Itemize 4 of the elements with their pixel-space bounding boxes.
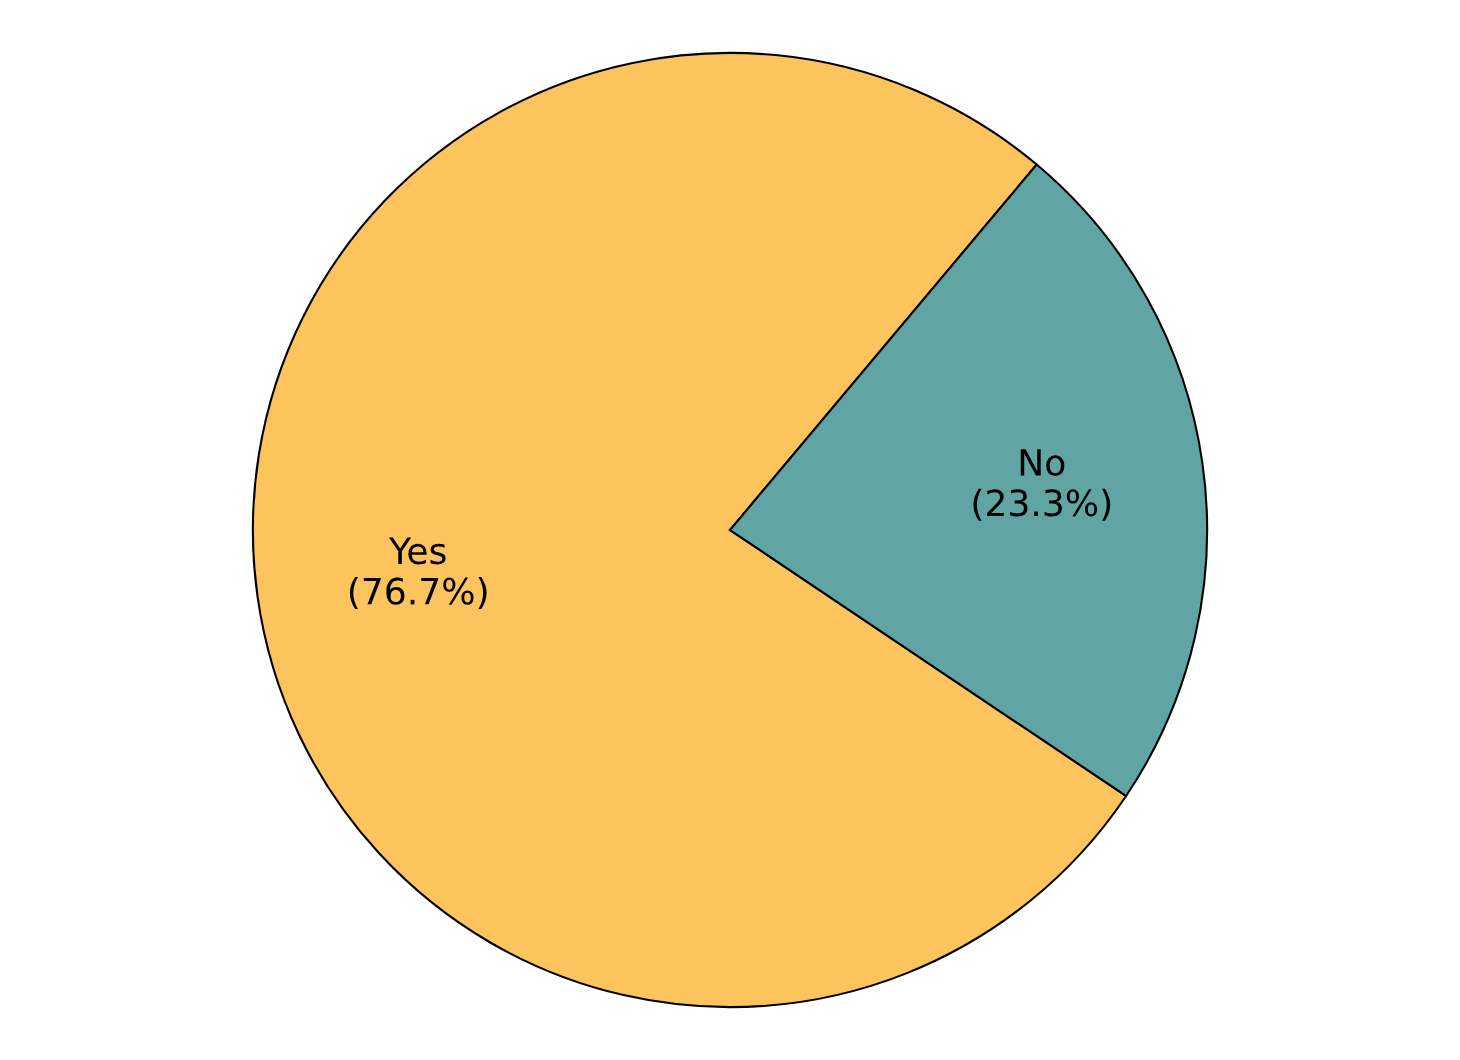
data-label: (23.3%): [973, 488, 1111, 521]
data-label: (76.7%): [349, 576, 487, 610]
slice-label: No: [1020, 449, 1065, 477]
slice-label: Yes: [388, 537, 446, 565]
